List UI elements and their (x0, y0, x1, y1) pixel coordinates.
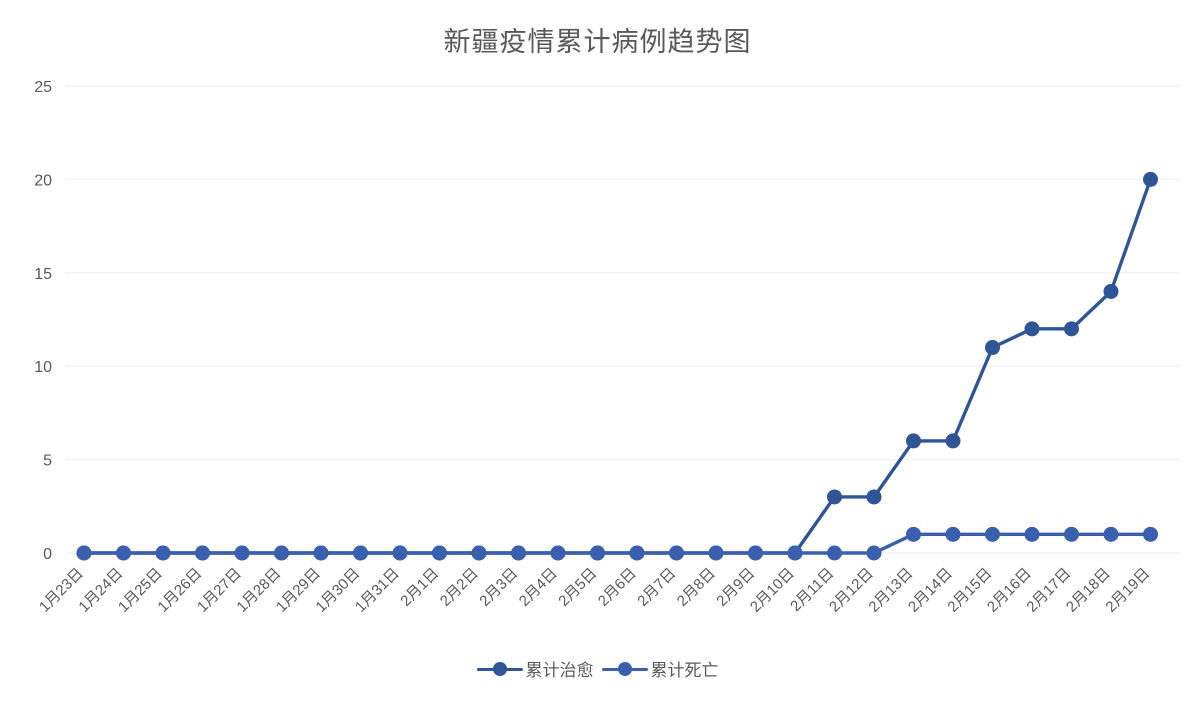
data-point-marker[interactable] (471, 545, 487, 561)
x-axis-tick-label: 2月8日 (674, 565, 719, 610)
data-point-marker[interactable] (945, 526, 961, 542)
legend-label: 累计治愈 (525, 661, 594, 680)
data-point-marker[interactable] (274, 545, 289, 561)
y-axis-tick-label: 0 (43, 546, 52, 563)
data-point-marker[interactable] (629, 545, 645, 561)
legend-swatch-icon (601, 661, 648, 677)
data-point-marker[interactable] (708, 545, 724, 561)
data-point-marker[interactable] (1143, 526, 1158, 542)
x-axis-tick-labels: 1月23日1月24日1月25日1月26日1月27日1月28日1月29日1月30日… (36, 565, 1153, 616)
y-axis-tick-label: 10 (34, 359, 52, 376)
x-axis-tick-label: 2月4日 (516, 565, 561, 610)
legend-item-1[interactable]: 累计治愈 (476, 656, 594, 681)
data-point-marker[interactable] (195, 545, 210, 561)
legend-swatch-icon (476, 661, 523, 677)
data-point-marker[interactable] (313, 545, 329, 561)
data-point-marker[interactable] (353, 545, 368, 561)
data-point-marker[interactable] (787, 545, 803, 561)
x-axis-tick-label: 2月7日 (634, 565, 679, 610)
data-series-group (76, 171, 1158, 561)
data-point-marker[interactable] (1064, 321, 1079, 337)
data-point-marker[interactable] (866, 489, 882, 505)
data-point-marker[interactable] (1024, 526, 1040, 542)
x-axis-tick-label: 2月1日 (397, 565, 442, 610)
data-point-marker[interactable] (866, 545, 882, 561)
legend-label: 累计死亡 (650, 661, 719, 680)
data-point-marker[interactable] (1103, 283, 1119, 299)
y-axis-tick-label: 5 (43, 453, 52, 470)
legend-item-2[interactable]: 累计死亡 (601, 656, 719, 681)
data-point-marker[interactable] (550, 545, 566, 561)
data-point-marker[interactable] (1064, 526, 1079, 542)
data-point-marker[interactable] (1024, 321, 1040, 337)
data-point-marker[interactable] (669, 545, 684, 561)
data-point-marker[interactable] (748, 545, 763, 561)
data-point-marker[interactable] (511, 545, 526, 561)
data-point-marker[interactable] (906, 526, 921, 542)
data-point-marker[interactable] (590, 545, 605, 561)
data-point-marker[interactable] (155, 545, 171, 561)
gridlines-group (65, 85, 1180, 554)
data-point-marker[interactable] (827, 489, 842, 505)
data-point-marker[interactable] (985, 340, 1000, 356)
data-point-marker[interactable] (234, 545, 250, 561)
series-line-2 (82, 532, 1153, 555)
x-axis-tick-label: 2月2日 (437, 565, 482, 610)
data-point-marker[interactable] (1103, 526, 1119, 542)
data-point-marker[interactable] (392, 545, 408, 561)
x-axis-tick-label: 2月5日 (555, 565, 600, 610)
y-axis-tick-labels: 0 5 10 15 20 25 (34, 79, 52, 563)
x-axis-tick-label: 2月6日 (595, 565, 640, 610)
chart-title: 新疆疫情累计病例趋势图 (443, 27, 752, 57)
x-axis-tick-label: 1月31日 (352, 565, 403, 616)
chart-legend: 累计治愈 累计死亡 (0, 656, 1195, 681)
data-point-marker[interactable] (906, 433, 921, 449)
data-point-marker[interactable] (432, 545, 447, 561)
data-point-marker[interactable] (827, 545, 842, 561)
data-point-marker[interactable] (116, 545, 131, 561)
data-point-marker[interactable] (76, 545, 92, 561)
x-axis-tick-label: 2月19日 (1102, 565, 1153, 616)
y-axis-tick-label: 20 (34, 172, 52, 189)
x-axis-tick-label: 2月10日 (747, 565, 798, 616)
y-axis-tick-label: 15 (34, 266, 52, 283)
data-point-marker[interactable] (985, 526, 1000, 542)
y-axis-tick-label: 25 (34, 79, 52, 96)
data-point-marker[interactable] (945, 433, 961, 449)
x-axis-tick-label: 2月3日 (476, 565, 521, 610)
data-point-marker[interactable] (1143, 171, 1158, 187)
